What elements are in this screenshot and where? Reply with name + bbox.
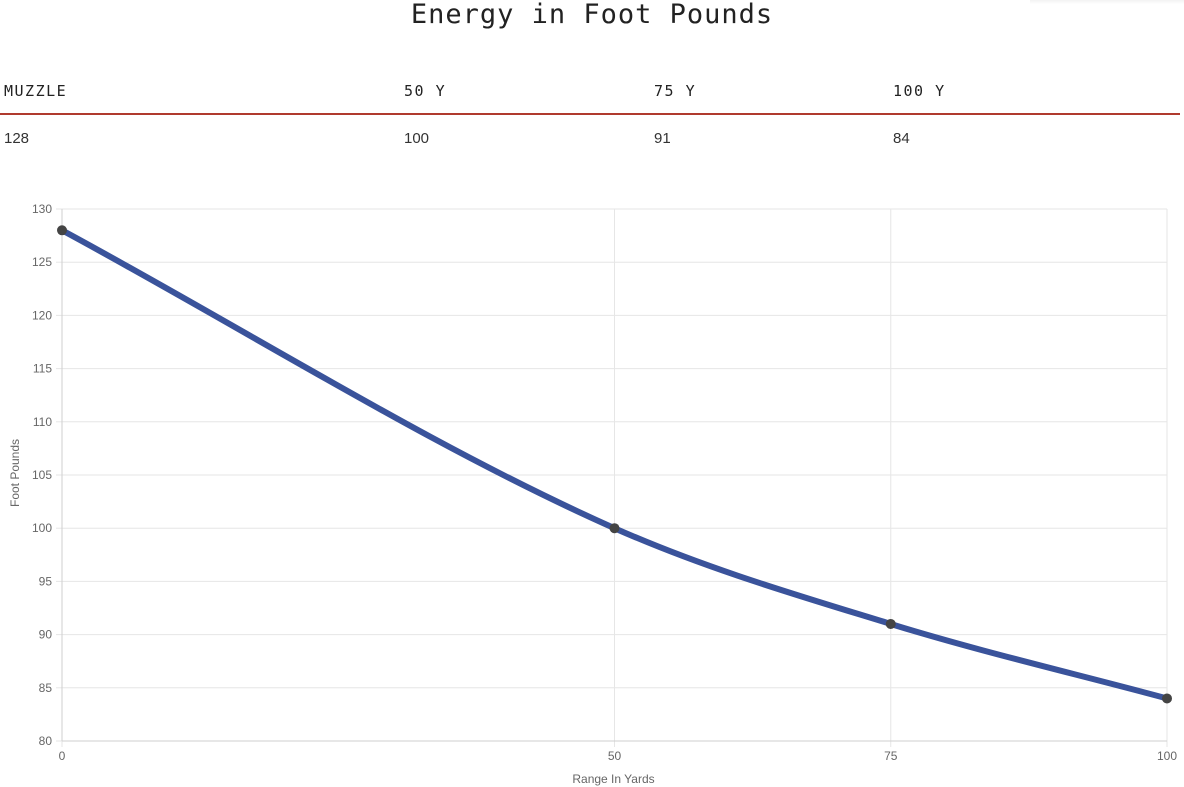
y-tick-label: 80 xyxy=(39,734,53,748)
energy-table-row: 128 100 91 84 xyxy=(0,130,1180,154)
energy-table-header: MUZZLE 50 Y 75 Y 100 Y xyxy=(0,82,1180,106)
data-point xyxy=(57,225,67,236)
value-50y: 100 xyxy=(404,130,430,147)
y-tick-label: 110 xyxy=(33,415,52,429)
y-tick-label: 120 xyxy=(32,308,52,322)
header-100y: 100 Y xyxy=(893,82,946,100)
y-tick-label: 100 xyxy=(32,521,52,535)
data-point xyxy=(1162,693,1172,704)
value-75y: 91 xyxy=(654,130,671,147)
value-100y: 84 xyxy=(893,130,910,147)
data-point xyxy=(609,523,620,534)
x-tick-label: 100 xyxy=(1157,749,1177,763)
value-muzzle: 128 xyxy=(4,130,30,147)
y-tick-label: 125 xyxy=(32,255,52,269)
y-tick-label: 90 xyxy=(39,628,53,642)
table-divider xyxy=(0,113,1180,115)
x-tick-label: 50 xyxy=(608,749,622,763)
y-tick-label: 130 xyxy=(32,202,52,216)
y-tick-label: 105 xyxy=(32,468,52,482)
header-75y: 75 Y xyxy=(654,82,697,100)
window-edge-shadow xyxy=(1030,0,1184,4)
data-point xyxy=(885,618,896,629)
y-tick-label: 95 xyxy=(39,574,53,588)
header-50y: 50 Y xyxy=(404,82,447,100)
energy-line-chart: 80 85 90 95 100 105 110 115 120 125 130 0 50 75 100 Ran… xyxy=(8,202,1177,786)
x-tick-label: 0 xyxy=(59,749,66,763)
x-tick-label: 75 xyxy=(884,749,898,763)
x-axis-title: Range In Yards xyxy=(572,772,654,786)
header-muzzle: MUZZLE xyxy=(4,82,68,100)
y-tick-label: 85 xyxy=(39,681,53,695)
series-line xyxy=(59,227,1170,702)
page-title: Energy in Foot Pounds xyxy=(410,0,774,30)
y-tick-label: 115 xyxy=(33,362,52,376)
y-axis-title: Foot Pounds xyxy=(8,439,22,507)
